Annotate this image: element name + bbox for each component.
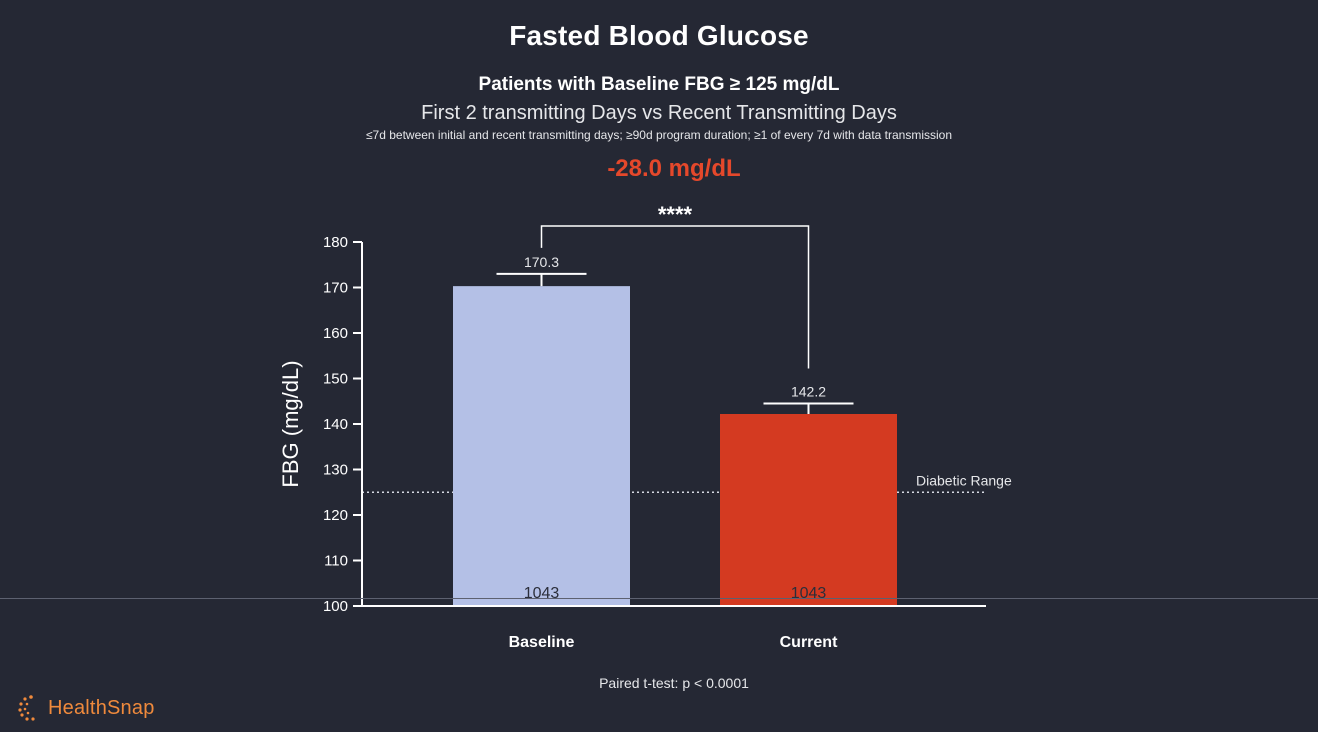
- bar-baseline: [453, 286, 630, 606]
- y-tick-label: 170: [323, 280, 348, 297]
- bar-current: [720, 413, 897, 606]
- significance-label: ****: [658, 202, 693, 227]
- value-label: 142.2: [791, 384, 826, 400]
- chart-title: Fasted Blood Glucose: [509, 20, 809, 51]
- y-tick-label: 100: [323, 598, 348, 615]
- healthsnap-logo-icon: [18, 695, 35, 721]
- inclusion-criteria: ≤7d between initial and recent transmitt…: [365, 128, 953, 142]
- y-tick-label: 130: [323, 462, 348, 479]
- chart-subtitle: Patients with Baseline FBG ≥ 125 mg/dL: [478, 74, 840, 95]
- reference-line-label: Diabetic Range: [916, 472, 1012, 488]
- y-tick-label: 110: [324, 553, 348, 570]
- category-label: Current: [780, 634, 838, 651]
- y-tick-label: 120: [323, 507, 348, 524]
- y-tick-label: 150: [323, 371, 348, 388]
- y-tick-label: 140: [323, 416, 348, 433]
- delta-label: -28.0 mg/dL: [607, 155, 741, 182]
- n-label: 1043: [791, 585, 827, 602]
- y-tick-label: 160: [323, 325, 348, 342]
- stat-test-footnote: Paired t-test: p < 0.0001: [599, 675, 749, 691]
- category-label: Baseline: [509, 634, 575, 651]
- significance-bracket: [540, 225, 810, 369]
- y-tick-label: 180: [323, 234, 348, 251]
- n-label: 1043: [524, 585, 560, 602]
- chart-comparison-subtitle: First 2 transmitting Days vs Recent Tran…: [421, 102, 897, 124]
- y-axis-label: FBG (mg/dL): [278, 360, 303, 487]
- brand-name: HealthSnap: [48, 697, 155, 719]
- divider-line: [0, 598, 1318, 599]
- value-label: 170.3: [524, 254, 559, 270]
